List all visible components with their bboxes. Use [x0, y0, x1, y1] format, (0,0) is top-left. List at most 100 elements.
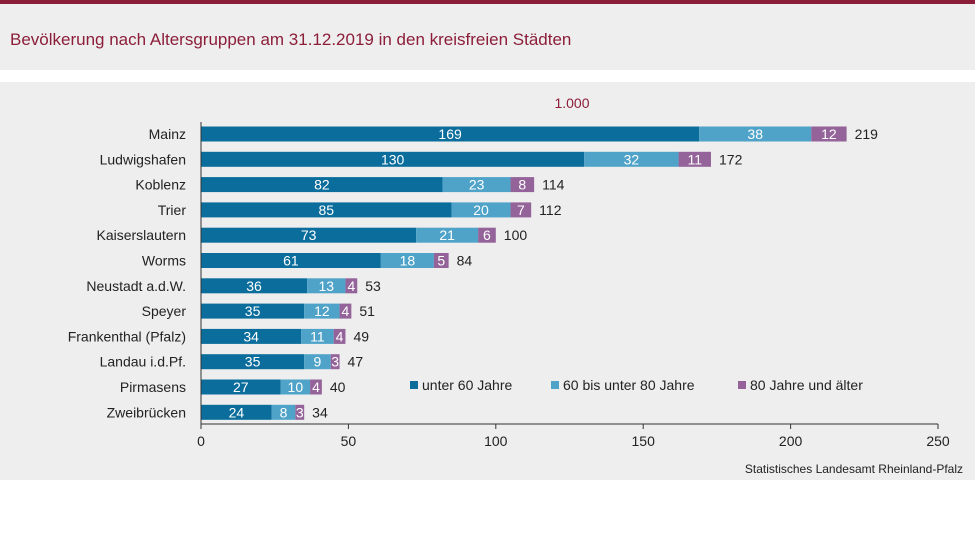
- category-label: Neustadt a.d.W.: [86, 278, 186, 294]
- legend-swatch: [410, 381, 418, 389]
- bar-value-label: 35: [245, 354, 261, 370]
- bar-segment: [307, 278, 346, 294]
- bar-value-label: 130: [381, 151, 405, 167]
- bar-segment: [201, 354, 305, 370]
- bar-value-label: 11: [310, 328, 325, 344]
- category-label: Pirmasens: [120, 379, 186, 395]
- x-tick-label: 250: [926, 433, 950, 449]
- bar-value-label: 11: [688, 151, 703, 167]
- bar-segment: [271, 404, 296, 420]
- bar-segment: [295, 404, 305, 420]
- bar-value-label: 20: [473, 202, 489, 218]
- top-accent-bar: [0, 0, 975, 4]
- bar-segment: [339, 303, 352, 319]
- x-tick-label: 150: [632, 433, 656, 449]
- bar-total-label: 84: [457, 253, 473, 269]
- chart-title: Bevölkerung nach Altersgruppen am 31.12.…: [10, 30, 572, 49]
- bar-segment: [510, 202, 532, 218]
- bar-value-label: 35: [245, 303, 261, 319]
- bar-total-label: 172: [719, 151, 743, 167]
- bar-total-label: 114: [542, 177, 565, 193]
- category-label: Mainz: [149, 126, 186, 142]
- bar-segment: [345, 278, 358, 294]
- x-tick-label: 100: [484, 433, 508, 449]
- bar-segment: [310, 379, 322, 395]
- x-tick-label: 50: [341, 433, 357, 449]
- category-label: Landau i.d.Pf.: [100, 354, 186, 370]
- bar-segment: [510, 177, 535, 193]
- bar-value-label: 8: [518, 177, 526, 193]
- bar-segment: [201, 227, 417, 243]
- bar-segment: [333, 328, 346, 344]
- category-label: Zweibrücken: [107, 404, 186, 420]
- bar-value-label: 3: [331, 354, 339, 370]
- bar-value-label: 61: [283, 253, 299, 269]
- bar-segment: [304, 303, 340, 319]
- bar-value-label: 10: [288, 379, 304, 395]
- bar-value-label: 34: [243, 328, 259, 344]
- bar-value-label: 73: [301, 227, 317, 243]
- bar-value-label: 4: [347, 278, 355, 294]
- bar-total-label: 51: [359, 303, 375, 319]
- bar-segment: [201, 253, 381, 268]
- category-label: Ludwigshafen: [100, 151, 186, 167]
- legend-swatch: [738, 381, 746, 389]
- bar-value-label: 4: [342, 303, 350, 319]
- legend-label: unter 60 Jahre: [422, 377, 512, 393]
- bar-segment: [451, 202, 511, 218]
- category-label: Frankenthal (Pfalz): [68, 328, 186, 344]
- bar-segment: [201, 303, 305, 319]
- category-label: Speyer: [142, 303, 187, 319]
- bar-value-label: 21: [439, 227, 455, 243]
- x-tick-label: 0: [197, 433, 205, 449]
- bar-segment: [330, 354, 340, 370]
- bar-total-label: 100: [504, 227, 528, 243]
- bar-total-label: 219: [855, 126, 879, 142]
- source-note: Statistisches Landesamt Rheinland-Pfalz: [744, 462, 963, 476]
- bar-value-label: 27: [233, 379, 249, 395]
- bar-value-label: 4: [312, 379, 320, 395]
- bar-segment: [201, 177, 443, 193]
- bar-segment: [201, 151, 585, 167]
- bar-value-label: 38: [747, 126, 763, 142]
- bar-segment: [678, 151, 712, 167]
- bar-segment: [478, 227, 496, 243]
- bar-segment: [201, 328, 302, 344]
- bar-value-label: 12: [314, 303, 330, 319]
- bar-value-label: 9: [314, 354, 322, 370]
- category-label: Worms: [142, 253, 186, 269]
- bar-value-label: 36: [246, 278, 262, 294]
- bar-segment: [584, 151, 679, 167]
- bar-segment: [201, 379, 281, 395]
- chart-header: Bevölkerung nach Altersgruppen am 31.12.…: [0, 4, 975, 70]
- bar-segment: [301, 328, 334, 344]
- plot-area: [0, 82, 975, 480]
- bar-segment: [201, 126, 700, 142]
- bar-value-label: 3: [296, 404, 304, 420]
- category-label: Koblenz: [135, 177, 186, 193]
- bar-segment: [699, 126, 812, 142]
- bar-value-label: 82: [314, 177, 330, 193]
- bar-segment: [811, 126, 847, 142]
- legend-label: 60 bis unter 80 Jahre: [563, 377, 695, 393]
- bar-value-label: 5: [437, 253, 445, 269]
- bar-value-label: 85: [319, 202, 335, 218]
- category-label: Trier: [158, 202, 187, 218]
- bar-value-label: 13: [319, 278, 335, 294]
- bar-value-label: 32: [624, 151, 640, 167]
- bar-value-label: 24: [229, 404, 245, 420]
- bar-segment: [201, 202, 452, 218]
- bar-value-label: 23: [469, 177, 485, 193]
- bar-value-label: 7: [517, 202, 525, 218]
- bar-segment: [201, 278, 308, 294]
- bar-value-label: 6: [483, 227, 491, 243]
- bar-total-label: 40: [330, 379, 346, 395]
- bar-segment: [433, 253, 449, 268]
- x-tick-label: 200: [779, 433, 803, 449]
- bar-segment: [304, 354, 331, 370]
- bar-total-label: 49: [353, 328, 369, 344]
- legend-swatch: [551, 381, 559, 389]
- bar-total-label: 34: [312, 404, 328, 420]
- bar-total-label: 53: [365, 278, 381, 294]
- bar-segment: [280, 379, 311, 395]
